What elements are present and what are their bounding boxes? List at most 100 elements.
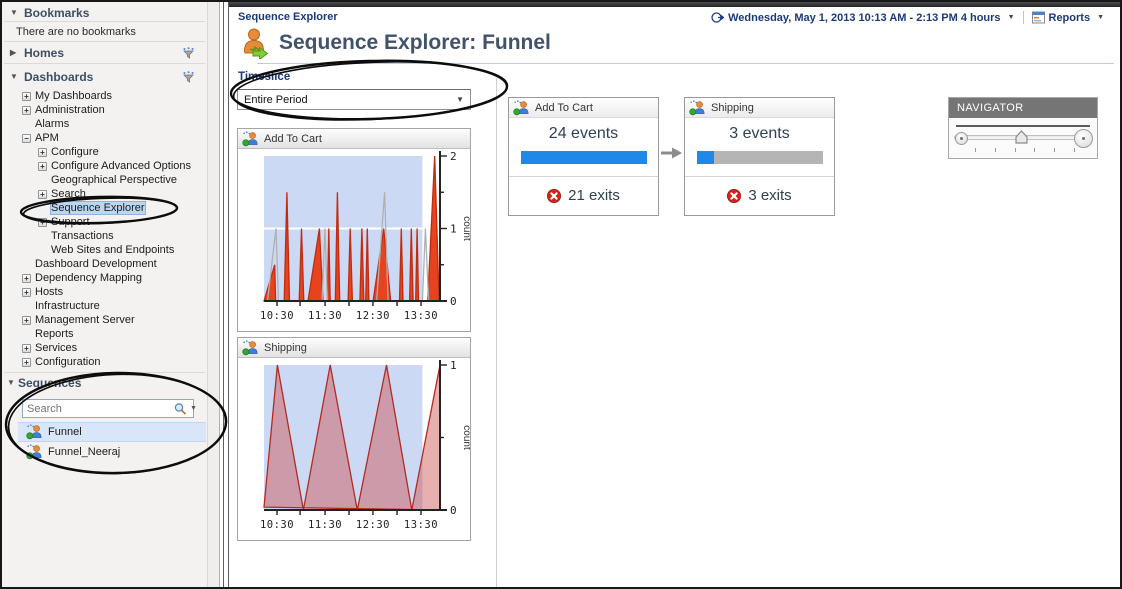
svg-text:12:30: 12:30 [356, 519, 390, 531]
time-range-label[interactable]: Wednesday, May 1, 2013 10:13 AM - 2:13 P… [728, 11, 1001, 24]
tree-item-infrastructure[interactable]: Infrastructure [2, 299, 205, 313]
divider [496, 78, 497, 587]
sequence-item-label: Funnel [48, 426, 82, 438]
homes-title: Homes [24, 46, 65, 60]
divider [4, 21, 205, 22]
tree-item-reports[interactable]: Reports [2, 327, 205, 341]
tree-item-configure-advanced-options[interactable]: + Configure Advanced Options [2, 159, 205, 173]
reports-dropdown-icon[interactable]: ▼ [1097, 14, 1104, 21]
svg-text:0: 0 [450, 504, 457, 517]
sequence-step-icon [242, 130, 258, 147]
navigator-right-handle[interactable] [1074, 129, 1093, 148]
time-range-dropdown-icon[interactable]: ▼ [1007, 14, 1015, 21]
reports-label[interactable]: Reports [1048, 11, 1091, 24]
navigator-widget: NAVIGATOR [948, 97, 1098, 159]
dashboards-section-header[interactable]: ▼ Dashboards [2, 70, 205, 86]
sequence-step-icon [242, 339, 258, 356]
time-range-icon [711, 11, 725, 24]
divider [4, 41, 205, 42]
expand-plus-icon[interactable]: + [22, 91, 31, 101]
sidebar-scrollbar[interactable] [207, 2, 219, 587]
filter-funnel-icon[interactable] [182, 47, 195, 60]
sequence-item-funnel[interactable]: Funnel [18, 422, 206, 442]
dashboards-tree: + My Dashboards + Administration Alarms − APM +… [2, 89, 205, 369]
expand-plus-icon[interactable]: + [22, 343, 31, 353]
tree-item-label: Dashboard Development [35, 258, 157, 270]
tree-item-services[interactable]: + Services [2, 341, 205, 355]
tree-item-label: Geographical Perspective [51, 174, 177, 186]
homes-section-header[interactable]: ▶ Homes [2, 46, 205, 62]
tree-item-sequence-explorer[interactable]: Sequence Explorer [2, 201, 205, 215]
tree-item-configure[interactable]: + Configure [2, 145, 205, 159]
expand-plus-icon[interactable]: + [22, 315, 31, 325]
events-bar [696, 151, 823, 164]
expand-arrow-icon[interactable]: ▶ [10, 48, 17, 57]
timeslice-dropdown[interactable]: Entire Period ▼ [237, 89, 471, 110]
sequences-section-header[interactable]: ▼ Sequences [2, 376, 205, 392]
svg-text:count: count [461, 425, 470, 450]
sequence-step-icon [689, 99, 705, 116]
tree-item-support[interactable]: + Support [2, 215, 205, 229]
breadcrumb[interactable]: Sequence Explorer [238, 11, 338, 23]
tree-item-apm[interactable]: − APM [2, 131, 205, 145]
tree-item-geographical-perspective[interactable]: Geographical Perspective [2, 173, 205, 187]
search-input[interactable] [23, 402, 173, 415]
search-options-dropdown-icon[interactable]: ▼ [190, 405, 197, 412]
collapse-arrow-icon[interactable]: ▼ [7, 378, 15, 387]
tree-item-management-server[interactable]: + Management Server [2, 313, 205, 327]
funnel-step-shipping[interactable]: Shipping 3 events 3 exits [684, 97, 835, 216]
svg-text:13:30: 13:30 [404, 519, 438, 531]
sequence-item-label: Funnel_Neeraj [48, 446, 121, 458]
navigator-ticks [975, 148, 1075, 152]
expand-plus-icon[interactable]: + [22, 357, 31, 367]
tree-item-alarms[interactable]: Alarms [2, 117, 205, 131]
shipping-chart: 0 1 10:30 11:30 12:30 13:30 count [260, 359, 470, 531]
tree-item-administration[interactable]: + Administration [2, 103, 205, 117]
tree-item-label: APM [35, 132, 59, 144]
expand-plus-icon[interactable]: + [22, 273, 31, 283]
sequence-step-icon [513, 99, 529, 116]
exit-error-icon [727, 188, 742, 203]
tree-item-configuration[interactable]: + Configuration [2, 355, 205, 369]
divider [1022, 11, 1024, 24]
sequence-icon [26, 444, 42, 460]
tree-item-transactions[interactable]: Transactions [2, 229, 205, 243]
events-bar [520, 151, 647, 164]
sidebar-splitter[interactable] [219, 2, 230, 587]
bookmarks-title: Bookmarks [24, 6, 90, 20]
svg-text:count: count [461, 216, 470, 241]
navigator-left-handle[interactable] [955, 132, 968, 145]
tree-item-search[interactable]: + Search [2, 187, 205, 201]
search-icon[interactable] [173, 402, 187, 416]
expand-plus-icon[interactable]: + [38, 147, 47, 157]
filter-funnel-icon[interactable] [182, 71, 195, 84]
top-controls: Wednesday, May 1, 2013 10:13 AM - 2:13 P… [711, 11, 1110, 24]
events-count: 24 events [548, 125, 619, 142]
collapse-arrow-icon[interactable]: ▼ [10, 72, 18, 81]
funnel-step-title: Add To Cart [535, 101, 593, 114]
tree-item-hosts[interactable]: + Hosts [2, 285, 205, 299]
tree-item-my-dashboards[interactable]: + My Dashboards [2, 89, 205, 103]
collapse-minus-icon[interactable]: − [22, 133, 31, 143]
expand-plus-icon[interactable]: + [22, 105, 31, 115]
tree-item-dependency-mapping[interactable]: + Dependency Mapping [2, 271, 205, 285]
sequences-list: Funnel Funnel_Neeraj [18, 422, 206, 462]
svg-text:13:30: 13:30 [404, 310, 438, 322]
sequence-item-funnel-neeraj[interactable]: Funnel_Neeraj [18, 442, 206, 462]
divider [685, 176, 834, 177]
divider [4, 372, 205, 373]
expand-plus-icon[interactable]: + [22, 287, 31, 297]
navigator-position-marker[interactable] [1015, 130, 1028, 144]
exits-row: 21 exits [509, 187, 658, 204]
bookmarks-section-header[interactable]: ▼ Bookmarks [2, 6, 205, 22]
expand-plus-icon[interactable]: + [38, 161, 47, 171]
funnel-flow-arrow-icon [660, 145, 683, 161]
page-title: Sequence Explorer: Funnel [279, 31, 551, 54]
expand-plus-icon[interactable]: + [38, 217, 47, 227]
collapse-arrow-icon[interactable]: ▼ [10, 8, 18, 17]
expand-plus-icon[interactable]: + [38, 189, 47, 199]
funnel-step-add-to-cart[interactable]: Add To Cart 24 events 21 exits [508, 97, 659, 216]
tree-item-label: Sequence Explorer [50, 201, 146, 215]
tree-item-dashboard-development[interactable]: Dashboard Development [2, 257, 205, 271]
tree-item-web-sites-and-endpoints[interactable]: Web Sites and Endpoints [2, 243, 205, 257]
